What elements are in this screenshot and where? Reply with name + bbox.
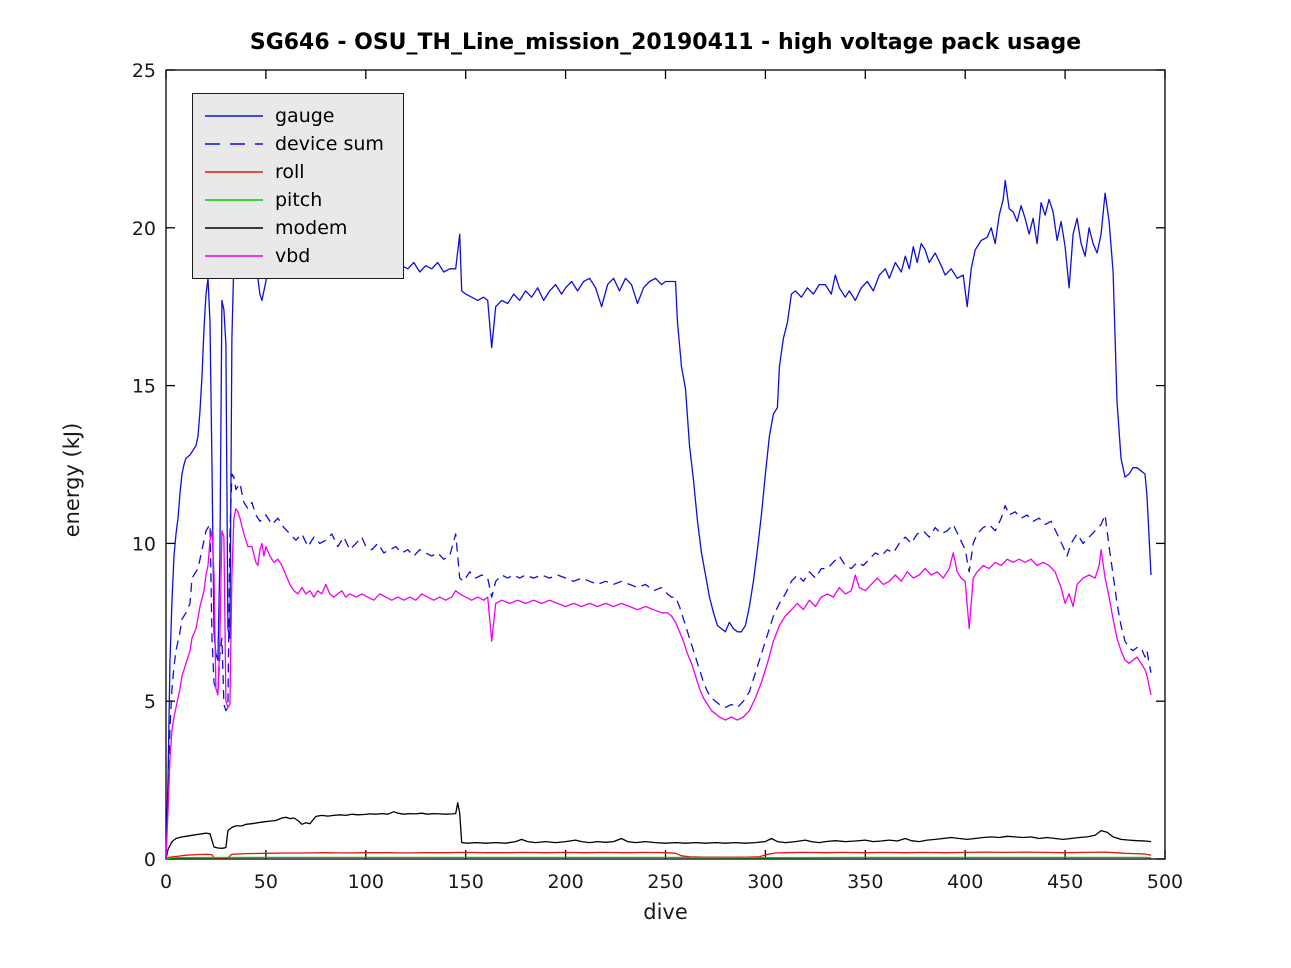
x-tick-label: 300: [747, 871, 783, 893]
legend-item-roll: roll: [205, 158, 393, 186]
legend-item-pitch: pitch: [205, 186, 393, 214]
y-axis-label: energy (kJ): [60, 422, 84, 538]
legend-line-sample: [205, 115, 263, 117]
x-tick-label: 500: [1147, 871, 1183, 893]
legend-line-sample: [205, 143, 263, 145]
y-tick-label: 15: [132, 376, 156, 398]
chart-title: SG646 - OSU_TH_Line_mission_20190411 - h…: [249, 30, 1082, 55]
y-tick-label: 25: [132, 60, 156, 82]
legend-label: pitch: [275, 189, 323, 211]
legend-item-modem: modem: [205, 214, 393, 242]
x-tick-label: 150: [448, 871, 484, 893]
legend-line-sample: [205, 227, 263, 229]
legend-label: gauge: [275, 105, 335, 127]
y-tick-label: 10: [132, 533, 156, 555]
y-tick-label: 20: [132, 218, 156, 240]
x-tick-label: 0: [160, 871, 172, 893]
x-tick-label: 400: [947, 871, 983, 893]
legend-item-gauge: gauge: [205, 102, 393, 130]
legend-line-sample: [205, 171, 263, 173]
y-tick-label: 5: [144, 691, 156, 713]
legend-line-sample: [205, 199, 263, 201]
x-tick-label: 100: [348, 871, 384, 893]
x-tick-label: 450: [1047, 871, 1083, 893]
legend-label: device sum: [275, 133, 384, 155]
legend-line-sample: [205, 255, 263, 257]
x-tick-label: 50: [254, 871, 278, 893]
legend-box: gauge device sum roll pitch modem vbd: [192, 93, 404, 279]
y-tick-label: 0: [144, 849, 156, 871]
x-axis-label: dive: [643, 900, 688, 924]
x-tick-label: 350: [847, 871, 883, 893]
series-line-roll: [165, 851, 1152, 860]
series-line-modem: [165, 802, 1152, 860]
legend-item-device-sum: device sum: [205, 130, 393, 158]
series-line-vbd: [165, 508, 1152, 860]
x-tick-label: 200: [547, 871, 583, 893]
series-line-gauge: [165, 179, 1152, 860]
legend-item-vbd: vbd: [205, 242, 393, 270]
legend-label: modem: [275, 217, 348, 239]
legend-label: roll: [275, 161, 305, 183]
legend-label: vbd: [275, 245, 311, 267]
series-line-device-sum: [165, 473, 1152, 860]
series-line-pitch: [165, 856, 1152, 860]
x-tick-label: 250: [647, 871, 683, 893]
